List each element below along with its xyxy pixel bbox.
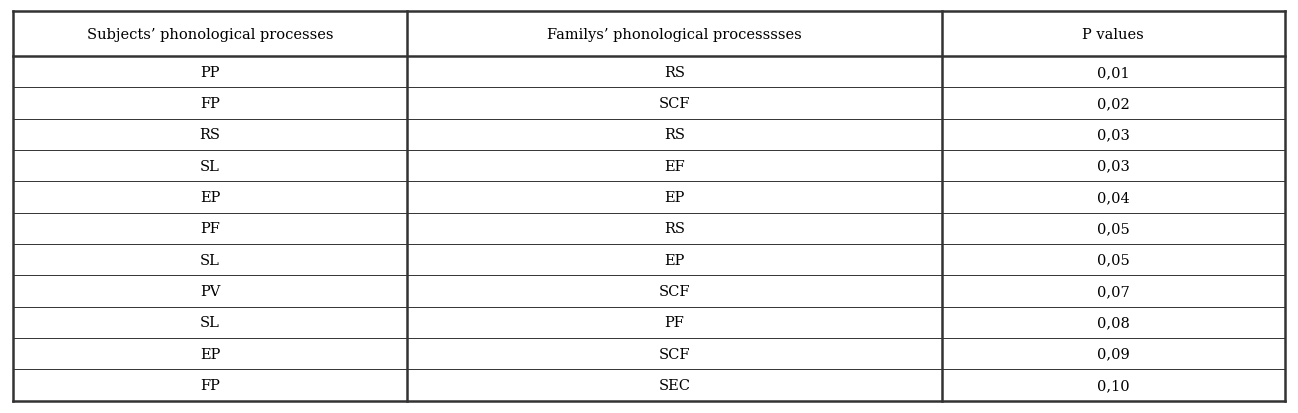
Text: 0,10: 0,10 (1097, 378, 1129, 392)
Text: EP: EP (665, 253, 684, 267)
Text: 0,04: 0,04 (1097, 191, 1129, 204)
Text: P values: P values (1083, 28, 1144, 42)
Text: 0,03: 0,03 (1097, 128, 1129, 142)
Text: 0,08: 0,08 (1097, 316, 1129, 330)
Text: SL: SL (200, 159, 221, 173)
Text: SCF: SCF (658, 284, 691, 298)
Text: RS: RS (665, 222, 685, 236)
Text: 0,05: 0,05 (1097, 222, 1129, 236)
Text: RS: RS (665, 128, 685, 142)
Text: SEC: SEC (658, 378, 691, 392)
Text: EP: EP (200, 191, 221, 204)
Text: PP: PP (200, 66, 219, 80)
Text: 0,05: 0,05 (1097, 253, 1129, 267)
Text: Familys’ phonological processsses: Familys’ phonological processsses (546, 28, 802, 42)
Text: Subjects’ phonological processes: Subjects’ phonological processes (87, 28, 334, 42)
Text: FP: FP (200, 97, 221, 111)
Text: PF: PF (665, 316, 684, 330)
Text: EP: EP (665, 191, 684, 204)
Text: 0,01: 0,01 (1097, 66, 1129, 80)
Text: SL: SL (200, 253, 221, 267)
Text: FP: FP (200, 378, 221, 392)
Text: SL: SL (200, 316, 221, 330)
Text: 0,03: 0,03 (1097, 159, 1129, 173)
Text: 0,09: 0,09 (1097, 347, 1129, 361)
Text: 0,02: 0,02 (1097, 97, 1129, 111)
Text: RS: RS (665, 66, 685, 80)
Text: EP: EP (200, 347, 221, 361)
Text: PF: PF (200, 222, 221, 236)
Text: SCF: SCF (658, 347, 691, 361)
Text: PV: PV (200, 284, 221, 298)
Text: 0,07: 0,07 (1097, 284, 1129, 298)
Text: EF: EF (665, 159, 685, 173)
Text: RS: RS (200, 128, 221, 142)
Text: SCF: SCF (658, 97, 691, 111)
